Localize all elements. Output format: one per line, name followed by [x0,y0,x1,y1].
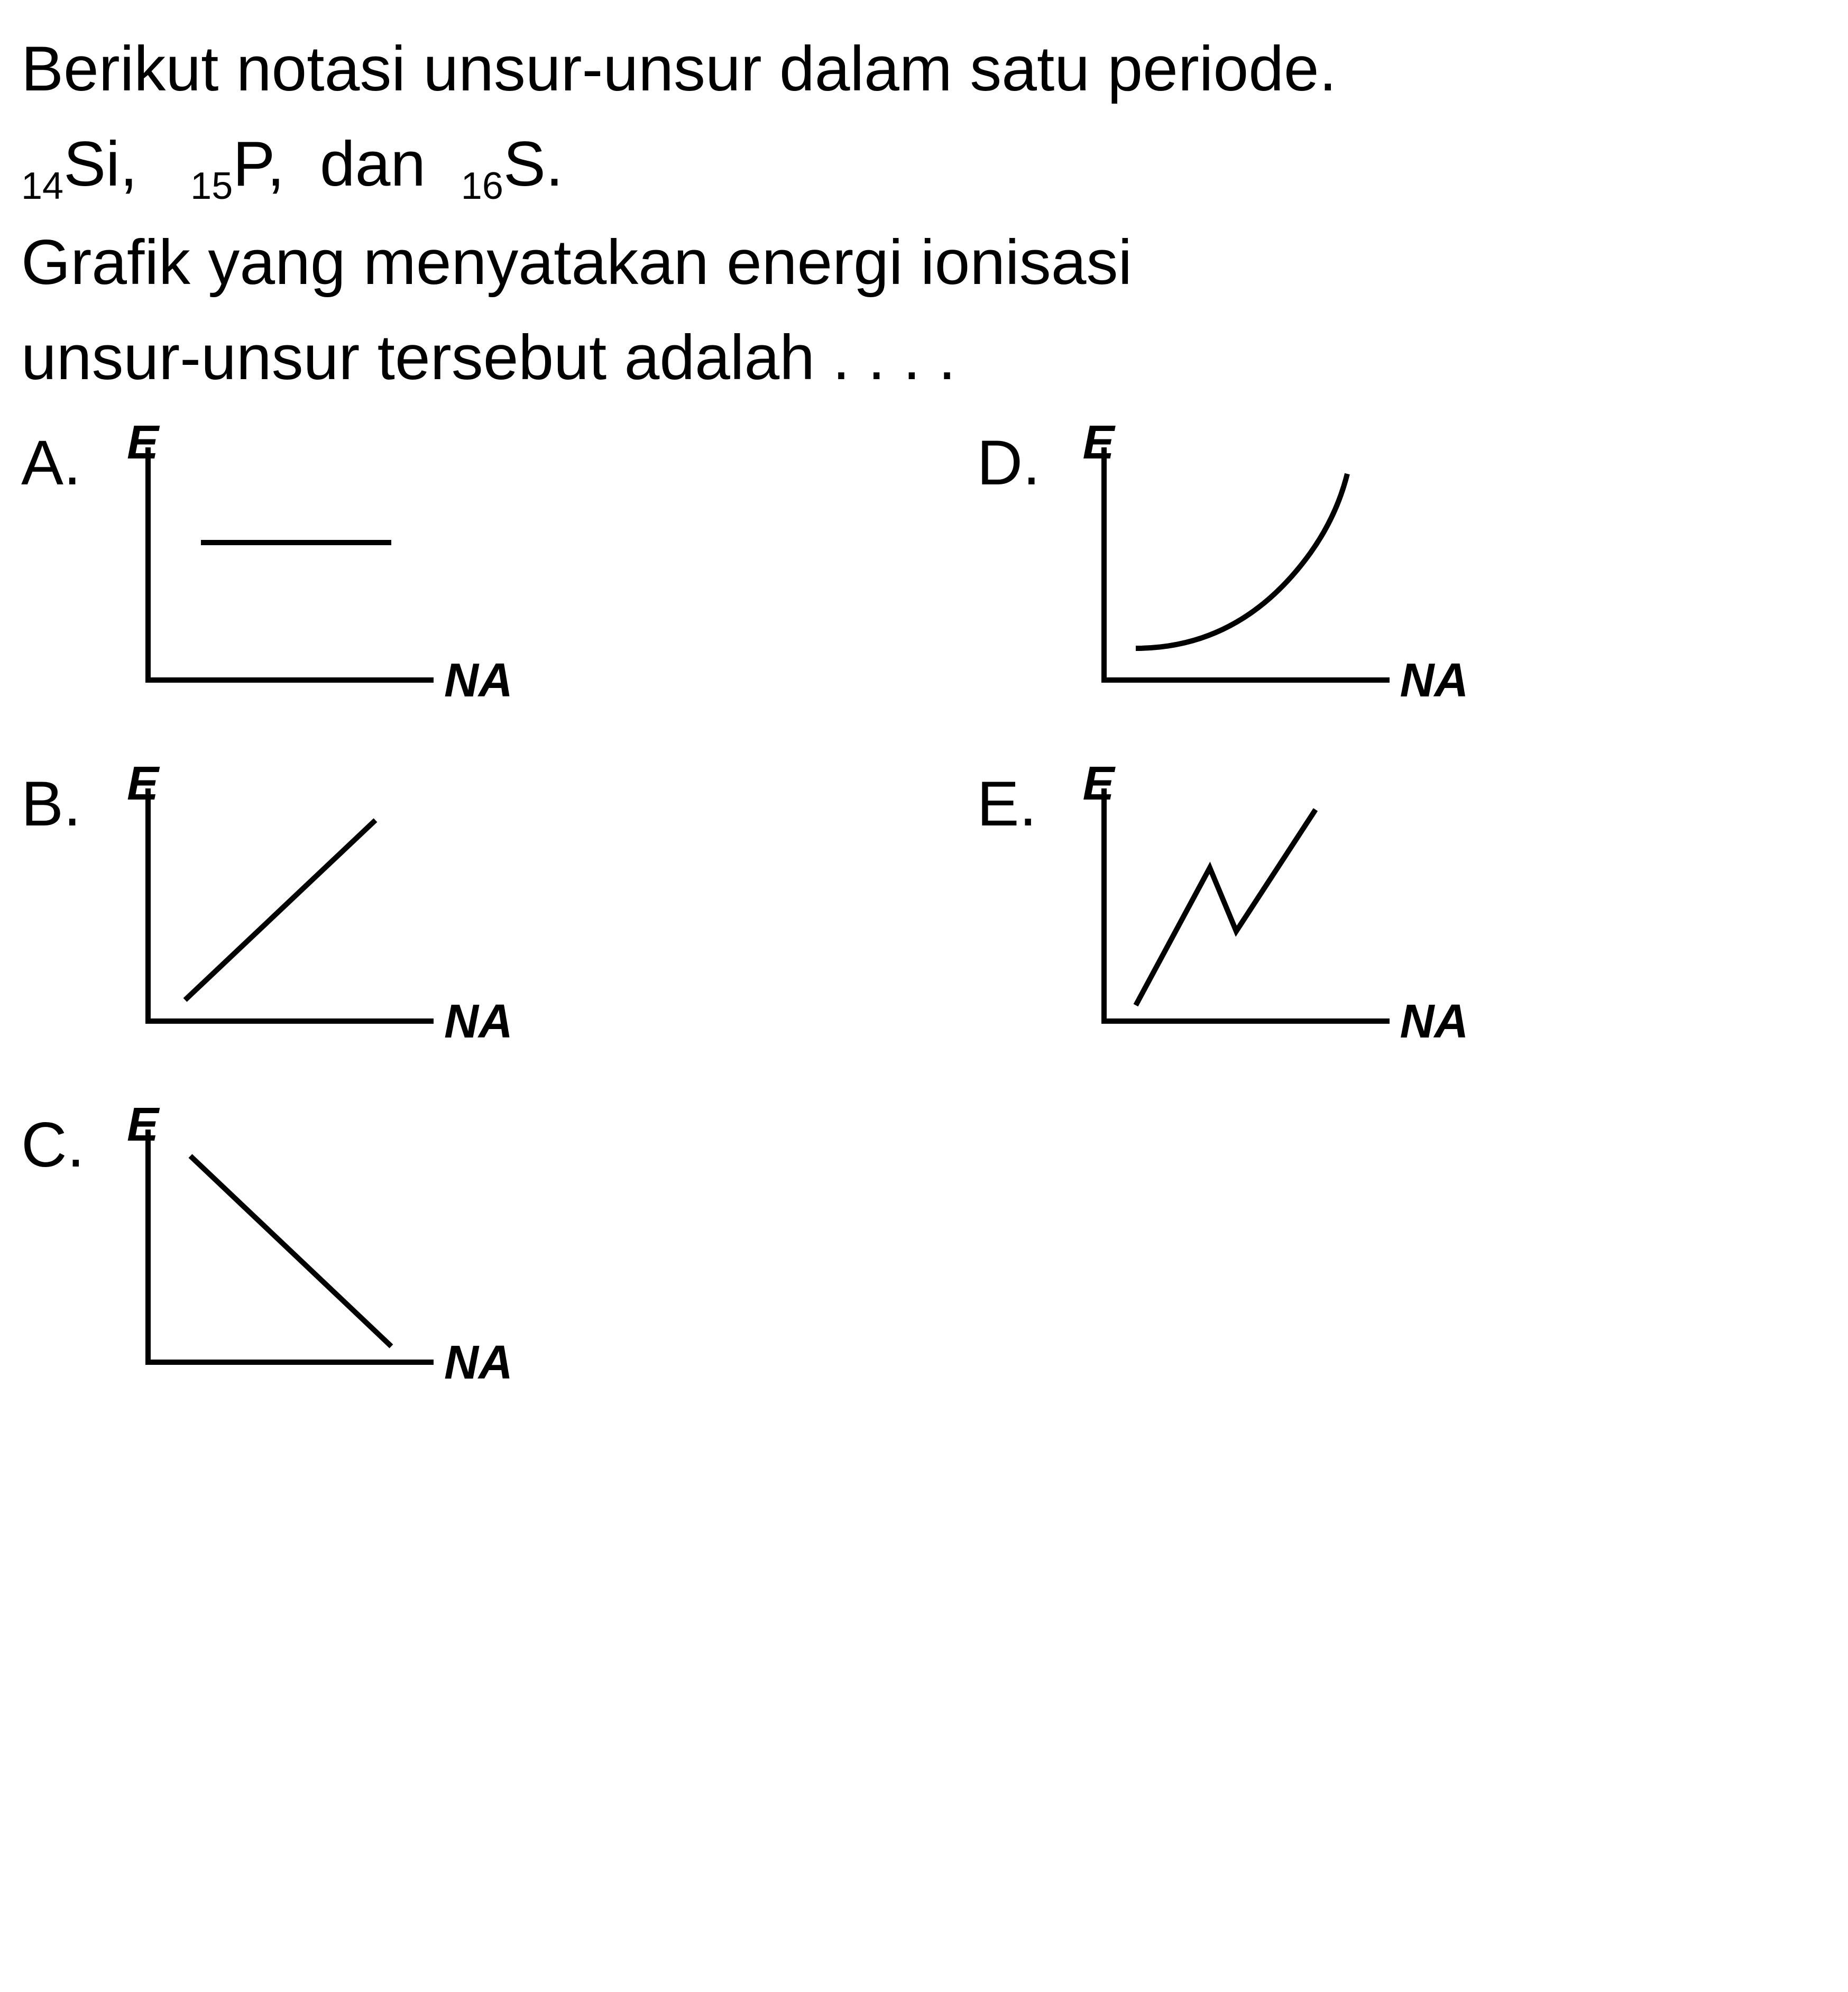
option-e-label: E. [977,767,1051,840]
axis-na-e: NA [1400,995,1469,1049]
s-sub: 16 [461,165,503,207]
q-line1: Berikut notasi unsur-unsur dalam satu pe… [21,33,1337,104]
option-d: D. E NA [977,426,1827,725]
graph-d-svg [1072,426,1442,722]
axis-na-b: NA [444,995,513,1049]
graph-b-svg [116,767,486,1063]
q-line4: unsur-unsur tersebut adalah . . . . [21,322,956,393]
axis-na-c: NA [444,1336,513,1390]
options-grid: A. E NA D. E NA B. E [21,426,1827,1407]
axes-b [148,788,434,1021]
p: P, [233,128,284,199]
axis-e-a: E [127,416,159,470]
question-text: Berikut notasi unsur-unsur dalam satu pe… [21,21,1827,405]
option-d-label: D. [977,426,1051,499]
axis-e-b: E [127,757,159,811]
option-b: B. E NA [21,767,871,1066]
graph-c: E NA [116,1108,486,1407]
graph-d: E NA [1072,426,1442,725]
graph-b: E NA [116,767,486,1066]
axis-e-d: E [1083,416,1115,470]
si-sub: 14 [21,165,63,207]
graph-e-svg [1072,767,1442,1063]
curve-b [185,820,375,1000]
option-a-label: A. [21,426,95,499]
axis-e-e: E [1083,757,1115,811]
axes-c [148,1130,434,1362]
graph-e: E NA [1072,767,1442,1066]
p-sub: 15 [190,165,233,207]
curve-c [190,1156,391,1346]
graph-a: E NA [116,426,486,725]
graph-c-svg [116,1108,486,1405]
q-line3: Grafik yang menyatakan energi ionisasi [21,227,1132,298]
curve-d [1136,474,1347,648]
option-b-label: B. [21,767,95,840]
option-c-label: C. [21,1108,95,1181]
axis-na-a: NA [444,654,513,708]
dan: dan [320,128,426,199]
si: Si, [63,128,137,199]
axes-a [148,447,434,680]
option-c: C. E NA [21,1108,871,1407]
graph-a-svg [116,426,486,722]
axis-na-d: NA [1400,654,1469,708]
option-a: A. E NA [21,426,871,725]
s: S. [503,128,563,199]
curve-e [1136,810,1316,1005]
axis-e-c: E [127,1098,159,1152]
option-e: E. E NA [977,767,1827,1066]
